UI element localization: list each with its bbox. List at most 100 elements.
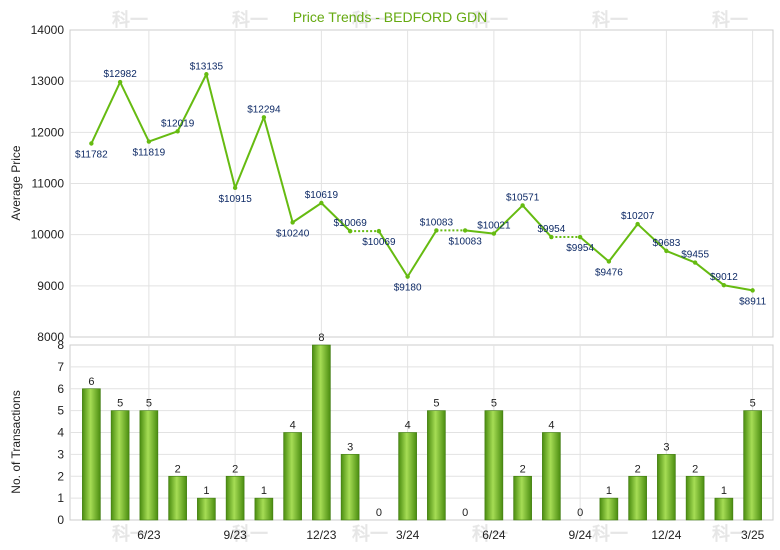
transaction-count-label: 8 (318, 332, 324, 344)
price-data-label: $10915 (218, 194, 252, 205)
price-data-label: $9455 (681, 250, 709, 261)
price-point (664, 248, 669, 254)
transaction-count-label: 5 (117, 398, 123, 410)
transaction-count-label: 2 (232, 463, 238, 475)
transaction-bar (340, 454, 360, 521)
transaction-bar (599, 497, 619, 521)
x-tick-label: 9/24 (568, 528, 592, 542)
price-tick-label: 9000 (37, 279, 64, 293)
price-data-label: $10083 (448, 236, 482, 247)
watermark-text: 科一 (232, 523, 268, 545)
transaction-count-label: 2 (635, 463, 641, 475)
price-line-segment (292, 202, 322, 224)
transaction-bar (513, 475, 532, 521)
transactions-tick-label: 0 (57, 513, 64, 527)
transaction-bar (139, 410, 159, 521)
price-tick-label: 13000 (31, 74, 65, 88)
price-point (290, 220, 295, 225)
price-line-segment (521, 204, 553, 238)
price-point (577, 234, 583, 240)
price-line-segment (694, 261, 725, 287)
price-data-label: $10069 (333, 218, 367, 229)
price-point (434, 228, 439, 233)
price-line-segment (148, 130, 178, 143)
price-line-segment (234, 116, 265, 189)
transaction-count-label: 3 (663, 441, 669, 453)
price-line-segment (665, 249, 696, 264)
price-point (319, 200, 324, 206)
x-tick-label: 12/24 (651, 528, 681, 542)
price-data-label: $10083 (420, 217, 454, 228)
watermark-text: 科一 (592, 523, 628, 545)
price-data-label: $10021 (477, 221, 511, 232)
price-point (405, 274, 410, 279)
transactions-tick-label: 7 (57, 360, 64, 374)
transactions-axis-label: No. of Transactions (9, 390, 23, 493)
price-data-label: $10069 (362, 237, 396, 248)
price-point (750, 288, 755, 293)
x-tick-label: 9/23 (223, 528, 247, 542)
price-point (261, 115, 267, 120)
price-line-segment (723, 284, 753, 292)
transaction-count-label: 5 (491, 398, 497, 410)
transaction-count-label: 2 (520, 463, 526, 475)
price-data-label: $9180 (394, 283, 422, 294)
price-data-label: $12982 (103, 69, 137, 80)
watermark-text: 科一 (472, 523, 508, 545)
transactions-bar-panel: 0 1 2 3 4 5 6 7 8 6 5 5 2 1 2 1 4 8 3 0 4 5 0 5 2 4 0 1 2 3 2 1 5 6/23 9/2… (57, 332, 774, 542)
x-tick-label: 3/24 (396, 528, 420, 542)
watermark-text: 科一 (352, 523, 388, 545)
price-line-segment (262, 117, 294, 223)
price-point (347, 228, 353, 234)
transaction-bar (398, 432, 417, 521)
price-data-label: $10571 (506, 192, 540, 203)
x-tick-label: 6/23 (137, 528, 161, 542)
price-line-segment (465, 229, 494, 235)
price-line-segment (90, 81, 122, 144)
price-data-label: $9476 (595, 267, 623, 278)
transaction-count-label: 4 (290, 420, 296, 432)
transactions-tick-label: 8 (57, 338, 64, 352)
transaction-bar (685, 475, 705, 521)
price-point (232, 185, 238, 191)
transaction-bar (484, 410, 504, 521)
transaction-count-label: 5 (146, 398, 152, 410)
watermark-text: 科一 (112, 9, 148, 31)
price-axis-label: Average Price (9, 145, 23, 220)
price-line-segment (378, 230, 409, 278)
price-data-label: $10240 (276, 228, 310, 239)
transaction-count-label: 4 (548, 420, 554, 432)
transaction-count-label: 5 (433, 398, 439, 410)
watermark-text: 科一 (352, 9, 388, 31)
transaction-count-label: 1 (203, 485, 209, 497)
watermark-text: 科一 (232, 9, 268, 31)
x-tick-label: 6/24 (482, 528, 506, 542)
price-data-label: $8911 (739, 296, 767, 307)
price-point (721, 283, 727, 288)
price-data-label: $9683 (652, 238, 680, 249)
transaction-bar (628, 475, 647, 521)
transaction-bar (168, 475, 187, 521)
price-line-segment (176, 73, 208, 132)
transaction-count-label: 4 (405, 420, 411, 432)
transactions-tick-label: 5 (57, 404, 64, 418)
price-tick-label: 10000 (31, 228, 65, 242)
price-data-label: $10207 (621, 211, 655, 222)
transaction-count-label: 6 (88, 376, 94, 388)
watermark-text: 科一 (592, 9, 628, 31)
transaction-bar (542, 432, 561, 521)
price-point (89, 141, 94, 146)
price-line-segment (493, 204, 524, 235)
chart-title: Price Trends - BEDFORD GDN (293, 9, 487, 25)
price-point (606, 259, 612, 264)
price-line-segment (579, 236, 610, 263)
price-data-label: $11782 (75, 149, 108, 160)
watermark-text: 科一 (712, 9, 748, 31)
price-line-panel: 8000 9000 10000 11000 12000 13000 14000 $11782 $… (31, 23, 774, 344)
transactions-tick-label: 3 (57, 447, 64, 461)
transaction-count-label: 2 (175, 463, 181, 475)
price-data-label: $9954 (566, 243, 594, 254)
price-point (491, 231, 497, 236)
price-data-label: $9954 (537, 224, 565, 235)
